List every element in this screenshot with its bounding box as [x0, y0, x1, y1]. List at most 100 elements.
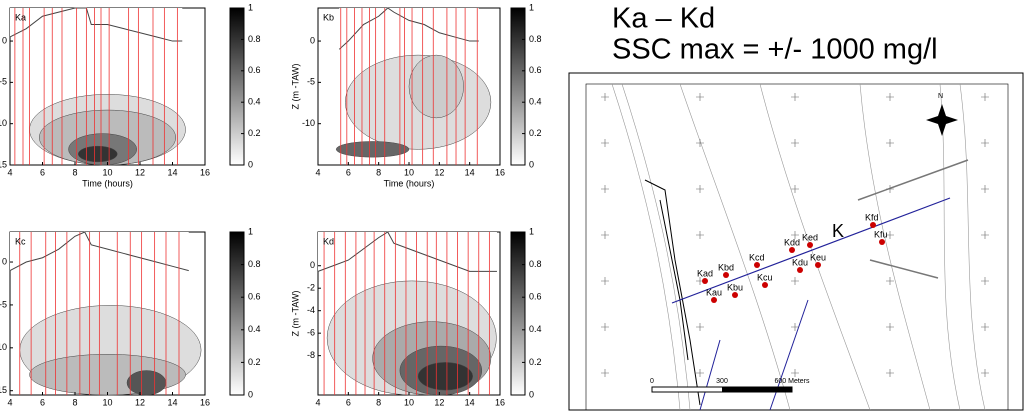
y-tick-label: 10: [0, 118, 7, 128]
colorbar-tick-label: 0.4: [248, 97, 261, 107]
grid-cross: [601, 185, 609, 193]
colorbar-tick-label: 0.6: [248, 65, 261, 75]
above-surface: [10, 232, 189, 271]
scale-label: 300: [716, 378, 728, 385]
colorbar: [229, 231, 245, 396]
grid-cross: [696, 185, 704, 193]
x-tick-label: 10: [102, 167, 112, 177]
station-label: Keu: [810, 252, 826, 262]
map-inner-frame: [585, 83, 1009, 411]
colorbar-tick-label: 0: [248, 389, 253, 399]
colorbar-tick-label: 1: [248, 2, 253, 12]
grid-cross: [886, 231, 894, 239]
station-label: Kau: [706, 287, 722, 297]
grid-cross: [886, 139, 894, 147]
grid-cross: [601, 277, 609, 285]
station: [870, 222, 876, 228]
grid-cross: [981, 231, 989, 239]
x-tick-label: 14: [465, 397, 475, 407]
y-tick-label: 15: [0, 159, 7, 169]
grid-cross: [696, 231, 704, 239]
station: [762, 282, 768, 288]
grid-cross: [601, 323, 609, 331]
station: [807, 242, 813, 248]
y-tick-label: -5: [0, 77, 7, 87]
grid-cross: [601, 231, 609, 239]
x-tick-label: 16: [200, 167, 210, 177]
colorbar-tick-label: 0.4: [529, 324, 542, 334]
x-tick-label: 12: [135, 397, 145, 407]
x-tick-label: 4: [7, 167, 12, 177]
contour-region: [78, 145, 118, 163]
station: [797, 267, 803, 273]
north-label: N: [938, 93, 943, 100]
scale-label: 600 Meters: [774, 378, 810, 385]
panel-label: Kd: [323, 236, 334, 246]
grid-cross: [791, 369, 799, 377]
station-label: Kcu: [757, 272, 773, 282]
grid-cross: [791, 139, 799, 147]
y-tick-label: -5: [0, 299, 7, 309]
title-line: Ka – Kd: [612, 3, 715, 35]
station-label: Kbd: [718, 262, 734, 272]
map: Kad Kau Kbd Kbu Kcd Kcu Kdd Kdu Ked Keu Kfd Kfu K N 0 3…: [568, 72, 1024, 411]
grid-cross: [981, 185, 989, 193]
colorbar: [510, 7, 526, 166]
colorbar-tick-label: 0.6: [529, 292, 542, 302]
x-tick-label: 6: [40, 167, 45, 177]
x-tick-label: 8: [72, 397, 77, 407]
grid-cross: [696, 93, 704, 101]
x-tick-label: 8: [376, 167, 381, 177]
grid-cross: [791, 93, 799, 101]
x-tick-label: 10: [102, 397, 112, 407]
scale-label: 0: [650, 378, 654, 385]
x-tick-label: 8: [72, 167, 77, 177]
station: [754, 262, 760, 268]
groyne: [857, 159, 969, 279]
colorbar-tick-label: 0.2: [248, 128, 261, 138]
colorbar-tick-label: 0.6: [248, 292, 261, 302]
colorbar-tick-label: 0.8: [529, 34, 542, 44]
x-tick-label: 10: [404, 397, 414, 407]
transect-label: K: [832, 221, 844, 241]
y-tick-label: 0: [2, 35, 7, 45]
grid-cross: [886, 93, 894, 101]
contour-region: [417, 362, 473, 391]
grid-cross: [886, 185, 894, 193]
colorbar-tick-label: 0.4: [529, 97, 542, 107]
y-tick-label: -5: [307, 77, 315, 87]
station-label: Kdu: [792, 257, 808, 267]
water-surface: [9, 231, 189, 272]
grid-cross: [886, 369, 894, 377]
colorbar-tick-label: 0.8: [248, 259, 261, 269]
station-label: Kad: [697, 268, 713, 278]
x-tick-label: 14: [465, 167, 475, 177]
x-tick-label: 12: [135, 167, 145, 177]
y-tick-label: 15: [0, 385, 7, 395]
y-tick-label: -2: [307, 283, 315, 293]
station: [732, 292, 738, 298]
panel-label: Kb: [323, 12, 334, 22]
colorbar-tick-label: 0.2: [529, 128, 542, 138]
x-tick-label: 6: [346, 397, 351, 407]
x-tick-label: 4: [315, 167, 320, 177]
colorbar-tick-label: 0: [529, 389, 534, 399]
station-label: Ked: [802, 232, 818, 242]
colorbar: [229, 7, 245, 166]
x-tick-label: 8: [376, 397, 381, 407]
scale-bar: [722, 387, 792, 392]
transect-line: [671, 197, 951, 304]
grid-cross: [696, 139, 704, 147]
y-axis-label: Z (m -TAW): [290, 64, 300, 110]
colorbar-tick-label: 0.2: [248, 357, 261, 367]
x-axis-label: Time (hours): [82, 178, 133, 188]
station-label: Kfu: [874, 229, 888, 239]
colorbar-tick-label: 0.8: [529, 259, 542, 269]
grid-cross: [791, 277, 799, 285]
x-tick-label: 16: [495, 167, 505, 177]
station: [815, 262, 821, 268]
y-tick-label: -8: [307, 350, 315, 360]
contour-region: [408, 54, 464, 119]
x-tick-label: 4: [315, 397, 320, 407]
